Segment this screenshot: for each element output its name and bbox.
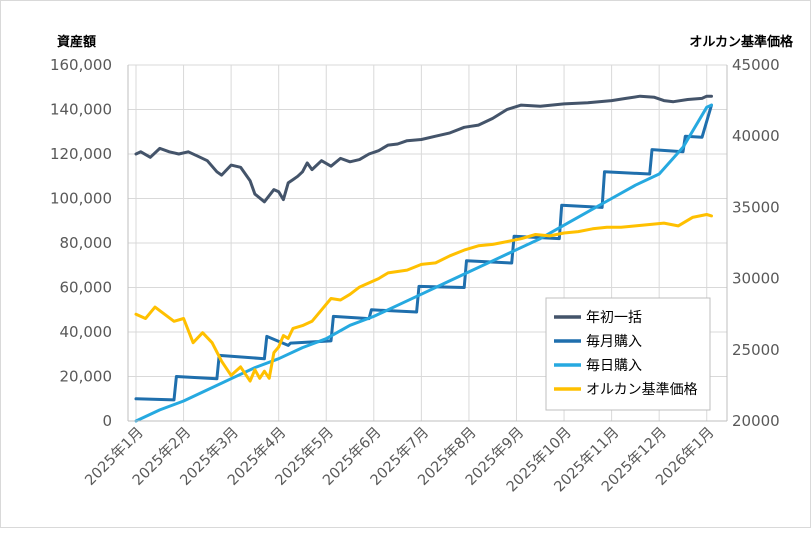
y-left-tick-label: 40,000 (60, 323, 113, 341)
y-right-tick-label: 45000 (732, 56, 780, 74)
y-left-tick-label: 140,000 (50, 101, 112, 119)
series-line (134, 213, 713, 383)
y-right-tick-label: 40000 (732, 127, 780, 145)
legend-label: 毎日購入 (586, 358, 642, 374)
y-left-tick-label: 0 (102, 412, 112, 430)
y-right-tick-label: 25000 (732, 341, 780, 359)
y-left-tick-label: 60,000 (60, 279, 113, 297)
legend-label: オルカン基準価格 (586, 381, 698, 398)
y-right-tick-label: 35000 (732, 198, 780, 216)
series-line (134, 94, 713, 204)
series-line (134, 103, 713, 402)
legend-label: 年初一括 (586, 309, 642, 326)
series-line (134, 103, 713, 423)
right-axis-title: オルカン基準価格 (689, 34, 794, 50)
axes: 0 20,000 40,000 60,000 80,000 100,000 120,000 1… (50, 56, 780, 495)
y-left-tick-label: 120,000 (50, 145, 112, 163)
left-axis-title: 資産額 (57, 34, 96, 50)
y-left-tick-label: 160,000 (50, 56, 112, 74)
y-left-tick-label: 100,000 (50, 190, 112, 208)
legend-label: 毎月購入 (586, 334, 642, 350)
y-right-tick-label: 20000 (732, 412, 780, 430)
y-right-tick-label: 30000 (732, 270, 780, 288)
series-lines (134, 94, 713, 423)
y-left-tick-label: 80,000 (60, 234, 113, 252)
y-left-tick-label: 20,000 (60, 368, 113, 386)
